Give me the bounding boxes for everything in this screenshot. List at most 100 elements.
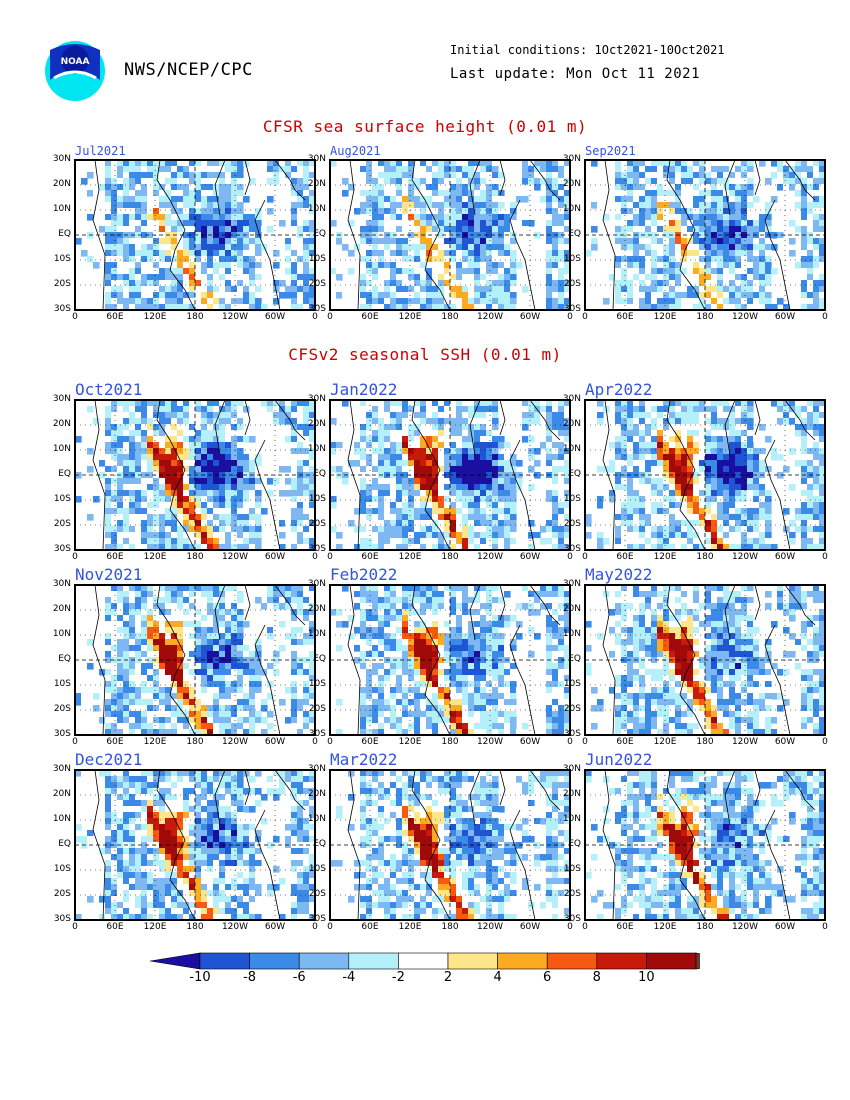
lon-tick-label: 60E <box>616 922 634 932</box>
lon-tick-label: 120W <box>476 922 504 932</box>
ssh-map <box>74 159 316 311</box>
ssh-map <box>329 159 571 311</box>
lat-tick-label: 20S <box>53 519 71 529</box>
panel-title: Sep2021 <box>585 144 636 158</box>
lon-tick-label: 0 <box>312 737 318 747</box>
lat-tick-label: 20N <box>307 789 326 799</box>
lat-tick-label: 30N <box>52 579 71 589</box>
lat-tick-label: 10S <box>563 494 581 504</box>
ssh-map <box>584 159 826 311</box>
lat-tick-label: 30S <box>308 914 326 924</box>
lon-tick-label: 120W <box>221 737 249 747</box>
lat-tick-label: 10S <box>308 494 326 504</box>
lon-tick-label: 180 <box>441 737 459 747</box>
lat-tick-label: 20N <box>52 179 71 189</box>
lat-tick-label: 30S <box>53 544 71 554</box>
lat-tick-label: 30S <box>563 914 581 924</box>
lat-tick-label: 10N <box>307 444 326 454</box>
panel-title: May2022 <box>585 565 653 584</box>
lon-tick-label: 180 <box>441 922 459 932</box>
lat-tick-label: EQ <box>313 229 326 239</box>
lon-tick-label: 60W <box>264 552 286 562</box>
lon-tick-label: 0 <box>822 737 828 747</box>
lat-tick-label: 30S <box>53 729 71 739</box>
colorbar-high-extension <box>695 952 747 970</box>
ssh-map <box>584 399 826 551</box>
ssh-map <box>329 399 571 551</box>
lat-tick-label: 20N <box>307 419 326 429</box>
lon-tick-label: 120W <box>221 312 249 322</box>
lat-tick-label: 20N <box>307 604 326 614</box>
org-name: NWS/NCEP/CPC <box>124 60 253 80</box>
lat-tick-label: 30S <box>308 729 326 739</box>
lon-tick-label: 120W <box>476 312 504 322</box>
lon-tick-label: 60W <box>774 737 796 747</box>
lon-tick-label: 0 <box>582 552 588 562</box>
lat-tick-label: 20S <box>563 519 581 529</box>
lon-tick-label: 60E <box>106 312 124 322</box>
lat-tick-label: 20S <box>308 279 326 289</box>
lon-tick-label: 180 <box>186 312 204 322</box>
lon-tick-label: 120E <box>143 922 167 932</box>
lon-tick-label: 180 <box>696 922 714 932</box>
lat-tick-label: 30N <box>307 394 326 404</box>
lat-tick-label: 20S <box>53 704 71 714</box>
lon-tick-label: 0 <box>567 737 573 747</box>
lon-tick-label: 120E <box>653 737 677 747</box>
lat-tick-label: 20N <box>52 604 71 614</box>
lon-tick-label: 60E <box>106 737 124 747</box>
lat-tick-label: EQ <box>313 469 326 479</box>
lat-tick-label: 30S <box>53 304 71 314</box>
ssh-map <box>74 769 316 921</box>
lon-tick-label: 0 <box>312 922 318 932</box>
lat-tick-label: 30N <box>307 764 326 774</box>
lat-tick-label: EQ <box>58 839 71 849</box>
lon-tick-label: 60W <box>774 312 796 322</box>
lat-tick-label: 10S <box>563 864 581 874</box>
lon-tick-label: 60E <box>616 312 634 322</box>
lon-tick-label: 0 <box>72 737 78 747</box>
colorbar-box <box>447 952 498 970</box>
colorbar-label: -6 <box>292 970 306 985</box>
lon-tick-label: 0 <box>72 552 78 562</box>
lat-tick-label: 10S <box>563 254 581 264</box>
colorbar-low-extension <box>149 952 201 970</box>
lat-tick-label: 20N <box>562 604 581 614</box>
colorbar: -10 -8 -6 -4 -2 2 4 6 8 10 <box>149 950 747 985</box>
panel-title: Feb2022 <box>330 565 398 584</box>
lon-tick-label: 60E <box>361 312 379 322</box>
lon-tick-label: 120W <box>731 552 759 562</box>
observed-section-title: CFSR sea surface height (0.01 m) <box>262 117 588 136</box>
colorbar-box <box>646 952 697 970</box>
lat-tick-label: 10N <box>52 444 71 454</box>
lon-tick-label: 0 <box>822 922 828 932</box>
lon-tick-label: 120E <box>653 312 677 322</box>
lat-tick-label: 30S <box>308 304 326 314</box>
lat-tick-label: 10S <box>308 679 326 689</box>
lat-tick-label: 20S <box>53 889 71 899</box>
lon-tick-label: 120W <box>731 312 759 322</box>
lon-tick-label: 0 <box>582 737 588 747</box>
lon-tick-label: 120W <box>221 552 249 562</box>
lat-tick-label: 20N <box>52 789 71 799</box>
lat-tick-label: 10S <box>53 679 71 689</box>
initial-conditions: Initial conditions: 1Oct2021-10Oct2021 <box>450 43 725 57</box>
lat-tick-label: 20S <box>53 279 71 289</box>
lat-tick-label: 30N <box>52 394 71 404</box>
lat-tick-label: 30S <box>563 729 581 739</box>
colorbar-label: 4 <box>493 970 502 985</box>
lon-tick-label: 0 <box>567 312 573 322</box>
lon-tick-label: 0 <box>327 737 333 747</box>
lat-tick-label: EQ <box>568 229 581 239</box>
panel-title: Jan2022 <box>330 380 398 399</box>
lon-tick-label: 0 <box>327 922 333 932</box>
lon-tick-label: 0 <box>582 312 588 322</box>
lat-tick-label: EQ <box>568 654 581 664</box>
lon-tick-label: 60E <box>361 737 379 747</box>
colorbar-label: 8 <box>592 970 601 985</box>
panel-title: Mar2022 <box>330 750 398 769</box>
lon-tick-label: 0 <box>72 922 78 932</box>
lon-tick-label: 60W <box>774 552 796 562</box>
last-update: Last update: Mon Oct 11 2021 <box>450 66 701 82</box>
lat-tick-label: 30N <box>562 579 581 589</box>
